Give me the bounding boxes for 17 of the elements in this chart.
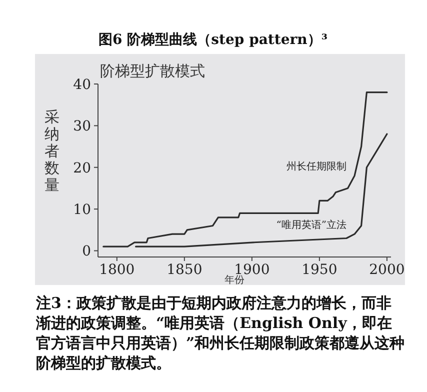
- y-tick-label: 30: [73, 118, 91, 135]
- y-tick-label: 40: [73, 77, 91, 93]
- line-series: [102, 92, 388, 248]
- y-axis-title: 采纳者数量: [44, 108, 60, 194]
- text: 注3：政策扩散是由于短期内政府注意力的增长，而非渐进的政策调整。“唯用英语（English Only，即在官方语言中只用英语）”和州长任期限制政策都遵从这种阶梯型的扩散模式。: [36, 293, 406, 373]
- chart-title: 图6 阶梯型曲线（step pattern）³: [98, 32, 328, 48]
- series-label: 州长任期限制: [286, 160, 347, 173]
- chart-subtitle: 阶梯型扩散模式: [100, 62, 205, 80]
- y-tick-label: 0: [82, 244, 91, 260]
- series-label: “唯用英语”立法: [276, 219, 347, 232]
- x-tick-label: 1850: [166, 262, 202, 278]
- x-tick-label: 1950: [302, 262, 338, 278]
- x-tick-label: 2000: [369, 262, 405, 278]
- x-tick-label: 1800: [99, 262, 135, 278]
- line-series: [135, 133, 388, 248]
- y-tick-label: 20: [73, 160, 91, 176]
- y-tick-label: 10: [73, 202, 91, 218]
